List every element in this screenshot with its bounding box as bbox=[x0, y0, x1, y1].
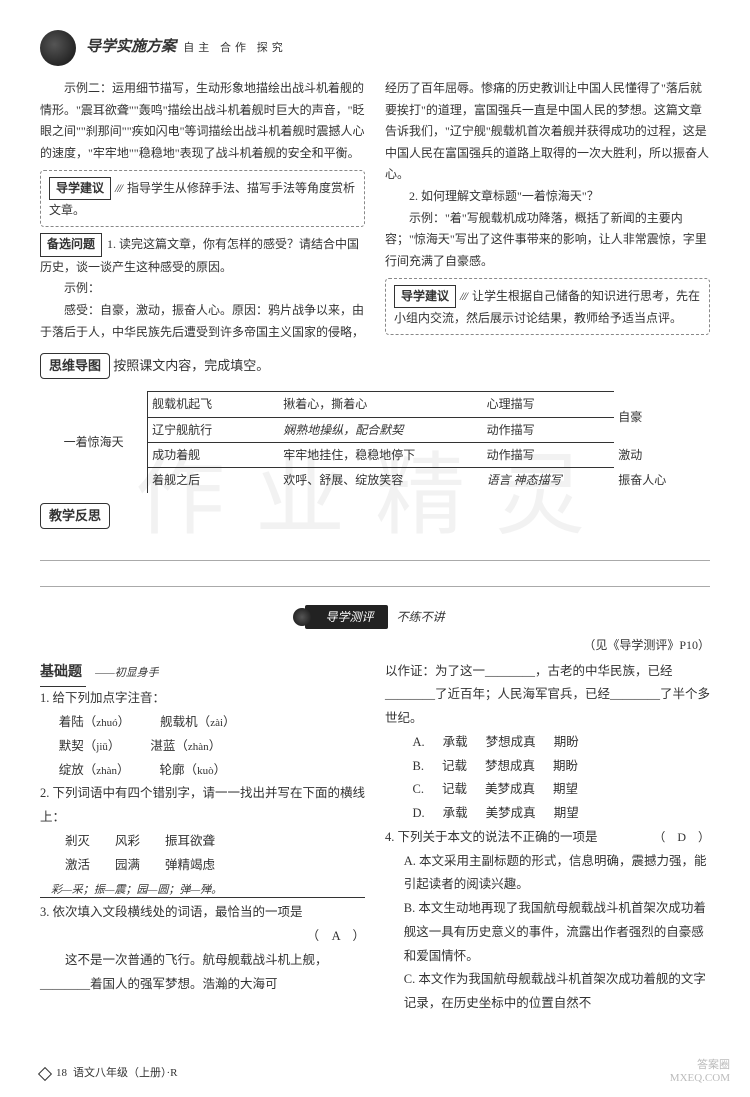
mm-c2: 牢牢地挂住，稳稳地停下 bbox=[279, 443, 482, 468]
opt-row: D.承载美梦成真期望 bbox=[385, 802, 710, 826]
pinyin-item: 舰载机（zài） bbox=[160, 711, 235, 735]
mm-c2: 欢呼、舒展、绽放笑容 bbox=[279, 468, 482, 493]
reflection-line bbox=[40, 563, 710, 587]
q2-line1: 剎灭 风彩 振耳欲聋 bbox=[40, 830, 365, 854]
mindmap-root: 一着惊海天 bbox=[40, 392, 148, 493]
q2-answer: 彩—采；振—震；园—圆；弹—殚。 bbox=[40, 880, 365, 898]
ribbon: 导学测评 不练不讲 bbox=[40, 605, 710, 629]
q3-ans: （ A ） bbox=[40, 925, 365, 949]
mm-c2: 娴熟地操纵，配合默契 bbox=[279, 417, 482, 442]
q4-ans: （ D ） bbox=[653, 826, 710, 849]
mm-c3: 语言 神态描写 bbox=[483, 468, 615, 493]
right-q2: 2. 如何理解文章标题"一着惊海天"？ bbox=[385, 186, 710, 208]
page-number: 18 bbox=[56, 1064, 67, 1083]
top-right-col: 经历了百年屈辱。惨痛的历史教训让中国人民懂得了"落后就要挨打"的道理，富国强兵一… bbox=[385, 78, 710, 343]
mm-c3: 动作描写 bbox=[483, 417, 615, 442]
pinyin-item: 湛蓝（zhàn） bbox=[150, 735, 221, 759]
wm-line: MXEQ.COM bbox=[670, 1072, 730, 1085]
book-name: 语文八年级（上册）·R bbox=[73, 1064, 178, 1083]
reflection-line bbox=[40, 537, 710, 561]
example-label: 示例： bbox=[40, 278, 365, 300]
page-header: 导学实施方案 自主 合作 探究 bbox=[40, 30, 710, 66]
opt-row: A.承载梦想成真期盼 bbox=[385, 731, 710, 755]
mm-c3: 动作描写 bbox=[483, 443, 615, 468]
q4-opt-c: C. 本文作为我国航母舰载战斗机首架次成功着舰的文字记录，在历史坐标中的位置自然… bbox=[385, 968, 710, 1016]
q2-line2: 激活 园满 弹精竭虑 bbox=[40, 854, 365, 878]
mm-c1: 成功着舰 bbox=[148, 443, 280, 468]
q4-opt-b: B. 本文生动地再现了我国航母舰载战斗机首架次成功着舰这一具有历史意义的事件，流… bbox=[385, 897, 710, 968]
q1-stem: 1. 给下列加点字注音： bbox=[40, 687, 365, 711]
mm-c2: 揪着心，撕着心 bbox=[279, 392, 482, 417]
ribbon-badge: 导学测评 bbox=[305, 605, 387, 629]
site-watermark: 答案圈 MXEQ.COM bbox=[670, 1059, 730, 1085]
q2-stem: 2. 下列词语中有四个错别字，请一一找出并写在下面的横线上： bbox=[40, 782, 365, 830]
wm-line: 答案圈 bbox=[670, 1059, 730, 1072]
mm-c1: 辽宁舰航行 bbox=[148, 417, 280, 442]
mm-right: 振奋人心 bbox=[614, 468, 710, 493]
opt-row: B.记载梦想成真期盼 bbox=[385, 755, 710, 779]
pinyin-item: 轮廓（kuò） bbox=[160, 759, 227, 783]
mindmap-label: 思维导图 bbox=[40, 353, 110, 379]
mm-right: 自豪 bbox=[614, 392, 710, 443]
q3-cont: 以作证：为了这一________，古老的中华民族，已经________了近百年；… bbox=[385, 660, 710, 731]
ribbon-note: 不练不讲 bbox=[397, 610, 445, 624]
mindmap-diagram: 一着惊海天 舰载机起飞 揪着心，撕着心 心理描写 自豪 辽宁舰航行 娴熟地操纵，… bbox=[40, 391, 710, 493]
header-icon bbox=[40, 30, 76, 66]
slashes: /// bbox=[460, 289, 467, 303]
right-p2: 示例："着"写舰载机成功降落，概括了新闻的主要内容；"惊海天"写出了这件事带来的… bbox=[385, 208, 710, 273]
optional-q: 备选问题 1. 读完这篇文章，你有怎样的感受？请结合中国历史，谈一谈产生这种感受… bbox=[40, 233, 365, 278]
q1-items: 着陆（zhuó） 舰载机（zài） 默契（jiū） 湛蓝（zhàn） 绽放（zh… bbox=[40, 711, 365, 782]
pinyin-item: 绽放（zhàn） bbox=[59, 759, 130, 783]
opt-row: C.记载美梦成真期望 bbox=[385, 778, 710, 802]
guide-box-left: 导学建议/// 指导学生从修辞手法、描写手法等角度赏析文章。 bbox=[40, 170, 365, 227]
right-p1: 经历了百年屈辱。惨痛的历史教训让中国人民懂得了"落后就要挨打"的道理，富国强兵一… bbox=[385, 78, 710, 186]
basics-heading: 基础题 bbox=[40, 660, 86, 688]
header-subtitle: 自主 合作 探究 bbox=[183, 42, 287, 54]
mindmap-section: 思维导图 按照课文内容，完成填空。 一着惊海天 舰载机起飞 揪着心，撕着心 心理… bbox=[40, 343, 710, 493]
guide-label: 导学建议 bbox=[49, 177, 111, 199]
bottom-right-col: 以作证：为了这一________，古老的中华民族，已经________了近百年；… bbox=[385, 660, 710, 1016]
top-left-col: 示例二：运用细节描写，生动形象地描绘出战斗机着舰的情形。"震耳欲聋""轰鸣"描绘… bbox=[40, 78, 365, 343]
example-two: 示例二：运用细节描写，生动形象地描绘出战斗机着舰的情形。"震耳欲聋""轰鸣"描绘… bbox=[40, 78, 365, 164]
q3-body: 这不是一次普通的飞行。航母舰载战斗机上舰，________着国人的强军梦想。浩瀚… bbox=[40, 949, 365, 997]
mindmap-instr: 按照课文内容，完成填空。 bbox=[113, 358, 269, 373]
page-ref: （见《导学测评》P10） bbox=[40, 635, 710, 655]
table-row: 一着惊海天 舰载机起飞 揪着心，撕着心 心理描写 自豪 bbox=[40, 392, 710, 417]
mm-c3: 心理描写 bbox=[483, 392, 615, 417]
q3-stem: 3. 依次填入文段横线处的词语，最恰当的一项是 bbox=[40, 901, 365, 925]
basics-heading-row: 基础题 ——初显身手 bbox=[40, 660, 365, 688]
top-columns: 示例二：运用细节描写，生动形象地描绘出战斗机着舰的情形。"震耳欲聋""轰鸣"描绘… bbox=[40, 78, 710, 343]
example-feelings: 感受：自豪，激动，振奋人心。原因：鸦片战争以来，由于落后于人，中华民族先后遭受到… bbox=[40, 300, 365, 343]
footer-icon bbox=[38, 1067, 52, 1081]
basics-sub: ——初显身手 bbox=[95, 667, 159, 679]
reflection-label: 教学反思 bbox=[40, 503, 110, 529]
q4-opt-a: A. 本文采用主副标题的形式，信息明确，震撼力强，能引起读者的阅读兴趣。 bbox=[385, 850, 710, 898]
header-title: 导学实施方案 bbox=[86, 39, 176, 55]
mindmap-table: 一着惊海天 舰载机起飞 揪着心，撕着心 心理描写 自豪 辽宁舰航行 娴熟地操纵，… bbox=[40, 391, 710, 493]
optional-label: 备选问题 bbox=[40, 233, 102, 257]
slashes: /// bbox=[115, 181, 122, 195]
guide-box-right: 导学建议/// 让学生根据自己储备的知识进行思考，先在小组内交流，然后展示讨论结… bbox=[385, 278, 710, 335]
pinyin-item: 默契（jiū） bbox=[59, 735, 121, 759]
right-item: 自豪 bbox=[618, 407, 706, 427]
mm-c1: 舰载机起飞 bbox=[148, 392, 280, 417]
pinyin-item: 着陆（zhuó） bbox=[59, 711, 130, 735]
page-footer: 18 语文八年级（上册）·R bbox=[40, 1064, 178, 1083]
mm-right: 激动 bbox=[614, 443, 710, 468]
guide-label-r: 导学建议 bbox=[394, 285, 456, 307]
bottom-columns: 基础题 ——初显身手 1. 给下列加点字注音： 着陆（zhuó） 舰载机（zài… bbox=[40, 660, 710, 1016]
mm-c1: 着舰之后 bbox=[148, 468, 280, 493]
q4-stem: 4. 下列关于本文的说法不正确的一项是 （ D ） bbox=[385, 826, 710, 850]
bottom-left-col: 基础题 ——初显身手 1. 给下列加点字注音： 着陆（zhuó） 舰载机（zài… bbox=[40, 660, 365, 1016]
